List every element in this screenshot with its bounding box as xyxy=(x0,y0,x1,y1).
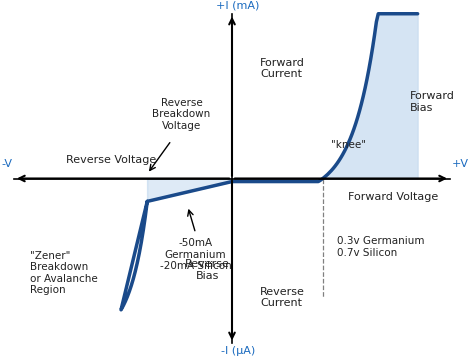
Text: +V: +V xyxy=(452,159,469,169)
Text: 0.3v Germanium
0.7v Silicon: 0.3v Germanium 0.7v Silicon xyxy=(337,236,424,258)
Text: Forward Voltage: Forward Voltage xyxy=(348,192,439,202)
Text: Forward
Bias: Forward Bias xyxy=(409,91,454,113)
Text: Reverse Voltage: Reverse Voltage xyxy=(66,155,156,165)
Text: -V: -V xyxy=(1,159,12,169)
Text: "Zener"
Breakdown
or Avalanche
Region: "Zener" Breakdown or Avalanche Region xyxy=(30,251,98,296)
Text: Reverse
Bias: Reverse Bias xyxy=(185,259,230,281)
Text: -50mA
Germanium
-20mA Silicon: -50mA Germanium -20mA Silicon xyxy=(160,238,232,271)
Text: Reverse
Breakdown
Voltage: Reverse Breakdown Voltage xyxy=(152,98,211,131)
Text: Reverse
Current: Reverse Current xyxy=(260,287,305,308)
Text: -I (μA): -I (μA) xyxy=(221,346,255,356)
Text: Forward
Current: Forward Current xyxy=(260,58,305,80)
Text: "knee": "knee" xyxy=(331,140,366,150)
Text: +I (mA): +I (mA) xyxy=(216,1,260,11)
